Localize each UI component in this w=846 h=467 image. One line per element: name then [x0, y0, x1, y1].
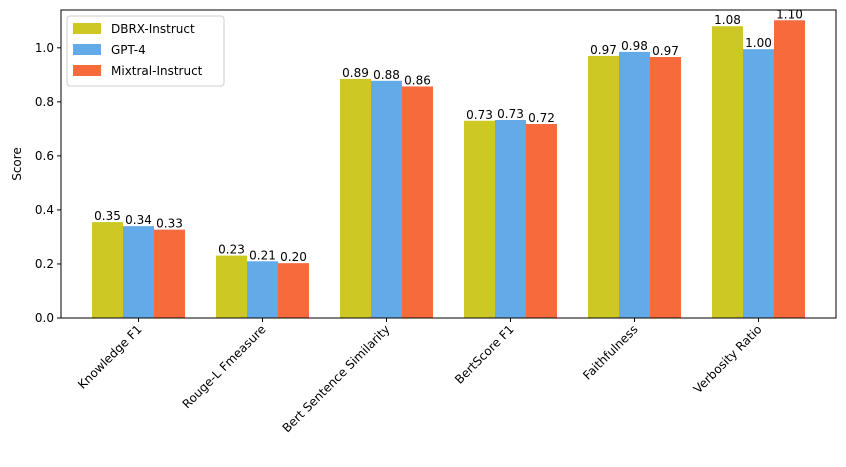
x-tick-label-verbosity-ratio: Verbosity Ratio: [691, 322, 765, 396]
legend-label-dbrx-instruct: DBRX-Instruct: [111, 22, 195, 36]
y-tick-label: 0.0: [35, 311, 54, 325]
data-label-mixtral-instruct-verbosity-ratio: 1.10: [776, 7, 803, 21]
y-tick-label: 0.2: [35, 257, 54, 271]
bar-dbrx-instruct-faithfulness: [588, 55, 619, 319]
bar-gpt-4-knowledge-f1: [123, 226, 154, 318]
data-label-mixtral-instruct-knowledge-f1: 0.33: [156, 217, 183, 231]
legend-swatch-dbrx-instruct: [73, 23, 101, 34]
data-label-dbrx-instruct-rouge-l-fmeasure: 0.23: [218, 243, 245, 257]
data-label-gpt-4-rouge-l-fmeasure: 0.21: [249, 248, 276, 262]
data-label-mixtral-instruct-bert-sentence-similarity: 0.86: [404, 73, 431, 87]
data-label-gpt-4-bertscore-f1: 0.73: [497, 107, 524, 121]
bar-gpt-4-faithfulness: [619, 51, 650, 318]
data-label-dbrx-instruct-faithfulness: 0.97: [590, 43, 617, 57]
bar-dbrx-instruct-verbosity-ratio: [712, 26, 743, 319]
y-tick-label: 1.0: [35, 41, 54, 55]
data-label-dbrx-instruct-verbosity-ratio: 1.08: [714, 13, 741, 27]
bar-gpt-4-bert-sentence-similarity: [371, 80, 402, 318]
bar-mixtral-instruct-verbosity-ratio: [774, 20, 805, 319]
x-tick-label-faithfulness: Faithfulness: [580, 322, 640, 382]
data-label-gpt-4-bert-sentence-similarity: 0.88: [373, 68, 400, 82]
x-tick-label-bertscore-f1: BertScore F1: [452, 322, 517, 387]
y-tick-label: 0.8: [35, 95, 54, 109]
legend-label-mixtral-instruct: Mixtral-Instruct: [111, 64, 203, 78]
data-label-dbrx-instruct-knowledge-f1: 0.35: [94, 209, 121, 223]
data-label-gpt-4-faithfulness: 0.98: [621, 39, 648, 53]
bar-mixtral-instruct-knowledge-f1: [154, 229, 185, 318]
bar-gpt-4-bertscore-f1: [495, 119, 526, 319]
data-label-gpt-4-knowledge-f1: 0.34: [125, 213, 152, 227]
bar-mixtral-instruct-faithfulness: [650, 57, 681, 318]
x-tick-label-bert-sentence-similarity: Bert Sentence Similarity: [280, 322, 393, 435]
y-tick-label: 0.6: [35, 149, 54, 163]
bar-dbrx-instruct-bertscore-f1: [464, 120, 495, 318]
bar-dbrx-instruct-rouge-l-fmeasure: [216, 255, 247, 318]
bar-mixtral-instruct-bert-sentence-similarity: [402, 86, 433, 318]
bar-dbrx-instruct-knowledge-f1: [92, 222, 123, 318]
bar-gpt-4-rouge-l-fmeasure: [247, 261, 278, 318]
bar-mixtral-instruct-rouge-l-fmeasure: [278, 263, 309, 318]
data-label-dbrx-instruct-bertscore-f1: 0.73: [466, 108, 493, 122]
data-label-mixtral-instruct-rouge-l-fmeasure: 0.20: [280, 250, 307, 264]
data-label-mixtral-instruct-bertscore-f1: 0.72: [528, 111, 555, 125]
legend-swatch-gpt-4: [73, 44, 101, 55]
x-tick-label-knowledge-f1: Knowledge F1: [75, 322, 145, 392]
y-axis-title: Score: [10, 147, 24, 181]
data-label-mixtral-instruct-faithfulness: 0.97: [652, 44, 679, 58]
legend-swatch-mixtral-instruct: [73, 65, 101, 76]
y-tick-label: 0.4: [35, 203, 54, 217]
legend-label-gpt-4: GPT-4: [111, 43, 146, 57]
bar-gpt-4-verbosity-ratio: [743, 49, 774, 318]
legend: DBRX-Instruct GPT-4 Mixtral-Instruct: [66, 15, 225, 87]
data-label-dbrx-instruct-bert-sentence-similarity: 0.89: [342, 66, 369, 80]
x-tick-label-rouge-l-fmeasure: Rouge-L Fmeasure: [180, 322, 269, 411]
bar-dbrx-instruct-bert-sentence-similarity: [340, 78, 371, 318]
plot-frame: [60, 9, 837, 319]
legend-frame: [66, 15, 225, 87]
bar-mixtral-instruct-bertscore-f1: [526, 124, 557, 318]
data-label-gpt-4-verbosity-ratio: 1.00: [745, 36, 772, 50]
